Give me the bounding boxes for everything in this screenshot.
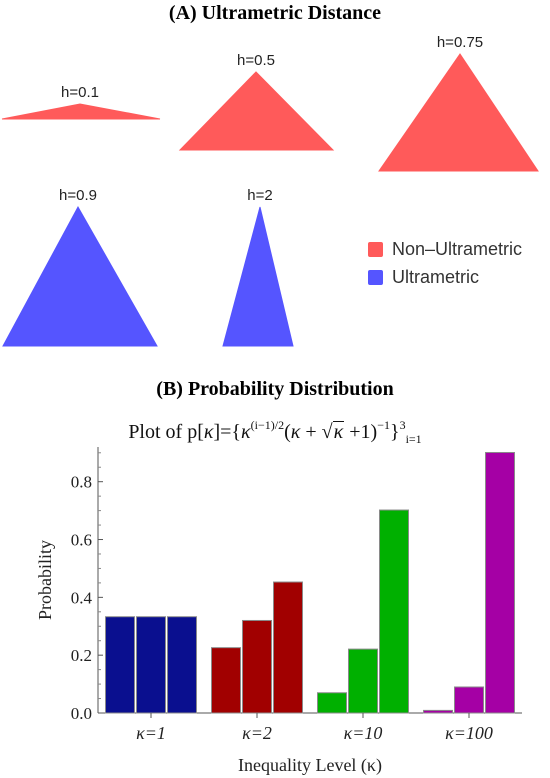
legend-label-ultrametric: Ultrametric — [392, 266, 480, 287]
y-axis-label: Probability — [35, 540, 55, 620]
bar-2-2 — [379, 509, 409, 714]
bar-1-2 — [273, 581, 303, 714]
bar-3-1 — [454, 686, 484, 714]
x-tick-label-1: κ=2 — [242, 723, 272, 743]
formula-kappa-base: κ — [241, 421, 251, 443]
formula-lower: i=1 — [405, 432, 422, 446]
formula-upper: 3 — [399, 418, 406, 432]
triangle-h075 — [378, 53, 539, 172]
formula-exponent-2: −1 — [377, 418, 390, 432]
y-tick-label-1: 0.2 — [71, 646, 92, 665]
triangle-label-h09: h=0.9 — [59, 187, 97, 204]
triangle-label-h075: h=0.75 — [437, 34, 483, 51]
plot-formula-title: Plot of p[κ]={κ(i−1)/2(κ + √κ +1)−1}3i=1 — [128, 418, 422, 446]
legend: Non–Ultrametric Ultrametric — [368, 235, 522, 291]
bar-0-2 — [167, 616, 197, 714]
formula-prefix: Plot of p[ — [128, 421, 204, 443]
y-tick-label-4: 0.8 — [71, 473, 92, 492]
bar-0-0 — [105, 616, 135, 714]
formula-mid: ]={ — [213, 421, 242, 443]
bar-2-0 — [317, 692, 347, 714]
triangle-label-h01: h=0.1 — [61, 84, 99, 101]
bar-1-0 — [211, 647, 241, 714]
bar-0-1 — [136, 616, 166, 714]
triangle-h05 — [178, 71, 335, 151]
x-axis-label: Inequality Level (κ) — [238, 755, 382, 776]
x-tick-label-3: κ=100 — [445, 723, 493, 743]
triangle-h01 — [1, 103, 161, 120]
bar-2-1 — [348, 648, 378, 714]
formula-sqrt: κ — [332, 421, 345, 443]
triangle-h2 — [222, 206, 294, 347]
formula-tail: +1) — [344, 421, 378, 443]
legend-item-ultrametric: Ultrametric — [368, 263, 522, 291]
bar-3-0 — [423, 709, 453, 714]
y-tick-label-3: 0.6 — [71, 531, 92, 550]
panel-b-title: (B) Probability Distribution — [156, 378, 394, 400]
legend-label-non-ultrametric: Non–Ultrametric — [392, 238, 523, 259]
x-tick-label-0: κ=1 — [136, 723, 166, 743]
triangles-canvas: h=0.1 h=0.5 h=0.75 h=0.9 h=2 — [1, 34, 539, 347]
formula-close: } — [389, 421, 400, 443]
triangle-label-h2: h=2 — [247, 187, 272, 204]
bar-1-1 — [242, 619, 272, 714]
formula-plus: + — [300, 421, 322, 443]
legend-swatch-ultrametric — [368, 269, 383, 285]
formula-kappa: κ — [203, 421, 214, 443]
x-tick-label-2: κ=10 — [344, 723, 383, 743]
formula-kappa-sum: κ — [290, 421, 301, 443]
triangle-label-h05: h=0.5 — [237, 52, 275, 69]
formula-paren: ( — [284, 421, 291, 443]
bar-3-2 — [485, 451, 515, 714]
triangle-h09 — [2, 205, 158, 347]
legend-item-non-ultrametric: Non–Ultrametric — [368, 235, 522, 263]
formula-sqrt-kappa: κ — [333, 421, 344, 443]
y-tick-label-2: 0.4 — [71, 588, 93, 607]
legend-swatch-non-ultrametric — [368, 241, 383, 257]
y-tick-label-0: 0.0 — [71, 704, 92, 723]
panel-a-title: (A) Ultrametric Distance — [168, 2, 382, 24]
formula-exponent: (i−1)/2 — [250, 418, 285, 432]
